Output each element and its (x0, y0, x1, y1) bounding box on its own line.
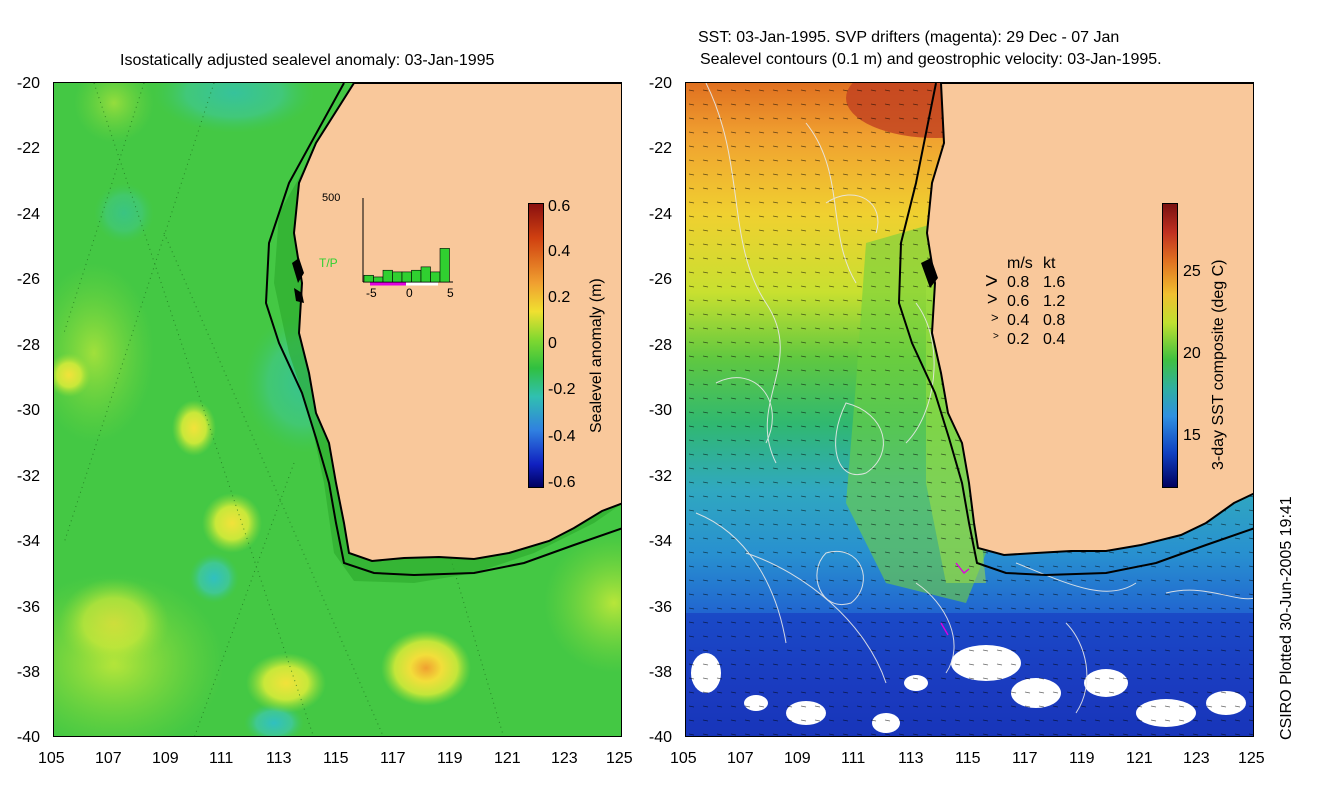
right-ytick: -28 (648, 337, 672, 354)
left-ytick: -36 (16, 599, 40, 616)
left-xtick: 105 (38, 750, 65, 767)
left-ytick: -28 (16, 337, 40, 354)
legend-kt-3: 0.8 (1043, 312, 1066, 329)
legend-arrow-3: > (991, 310, 999, 325)
credit-label: CSIRO Plotted 30-Jun-2005 19:41 (1278, 496, 1295, 740)
left-xtick: 117 (380, 750, 406, 767)
sst-map (685, 82, 1254, 737)
legend-ms-3: 0.4 (1007, 312, 1030, 329)
right-xtick: 107 (727, 750, 754, 767)
left-xtick: 113 (266, 750, 292, 767)
right-ytick: -38 (648, 664, 672, 681)
sealevel-colorbar-tick-5: -0.2 (548, 381, 576, 398)
inset-histogram-bar (430, 271, 441, 283)
left-ytick: -24 (16, 206, 40, 223)
inset-histogram-bar (363, 274, 374, 283)
right-ytick: -26 (648, 271, 672, 288)
right-panel-title-line2: Sealevel contours (0.1 m) and geostrophi… (700, 51, 1162, 68)
legend-arrow-1: > (985, 268, 998, 293)
legend-header-kt: kt (1043, 255, 1056, 272)
right-xtick: 109 (784, 750, 811, 767)
left-xtick: 109 (152, 750, 179, 767)
right-xtick: 111 (841, 750, 866, 767)
sealevel-colorbar-tick-2: 0.4 (548, 243, 571, 260)
left-ytick: -22 (16, 140, 40, 157)
legend-arrow-2: > (987, 289, 998, 309)
left-ytick: -26 (16, 271, 40, 288)
left-ytick: -30 (16, 402, 40, 419)
left-ytick: -40 (16, 729, 40, 746)
inset-xtick-right: 5 (447, 286, 454, 300)
legend-ms-2: 0.6 (1007, 293, 1030, 310)
sealevel-colorbar-tick-6: -0.4 (548, 428, 576, 445)
sealevel-colorbar-tick-4: 0 (548, 335, 557, 352)
inset-histogram-bar (411, 269, 422, 283)
right-xtick: 115 (955, 750, 981, 767)
left-ytick: -34 (16, 533, 40, 550)
right-ytick: -30 (648, 402, 672, 419)
velocity-legend: m/s kt > 0.8 1.6 > 0.6 1.2 > 0.4 0.8 > 0… (985, 255, 1085, 355)
sealevel-colorbar-tick-3: 0.2 (548, 289, 571, 306)
left-xtick: 107 (95, 750, 122, 767)
left-panel-title: Isostatically adjusted sealevel anomaly:… (120, 52, 495, 69)
inset-ymax-label: 500 (322, 192, 341, 204)
right-ytick: -24 (648, 206, 672, 223)
sealevel-colorbar (528, 203, 544, 488)
sst-colorbar (1162, 203, 1178, 488)
left-ytick: -32 (16, 468, 40, 485)
inset-tp-label: T/P (319, 256, 338, 270)
sst-colorbar-tick-25: 25 (1183, 263, 1201, 280)
right-ytick: -32 (648, 468, 672, 485)
inset-histogram-bar (373, 276, 384, 283)
sealevel-colorbar-tick-1: 0.6 (548, 198, 571, 215)
sealevel-colorbar-tick-7: -0.6 (548, 474, 576, 491)
inset-histogram-bar (420, 266, 431, 283)
sealevel-colorbar-label: Sealevel anomaly (m) (588, 278, 605, 433)
inset-xtick-mid: 0 (406, 286, 413, 300)
right-ytick: -40 (648, 729, 672, 746)
tp-inset-histogram: 500 T/P -5 0 5 (318, 190, 458, 310)
legend-kt-1: 1.6 (1043, 274, 1066, 291)
left-xtick: 123 (551, 750, 578, 767)
left-xtick: 111 (209, 750, 234, 767)
right-xtick: 105 (670, 750, 697, 767)
right-xtick: 121 (1126, 750, 1153, 767)
right-ytick: -34 (648, 533, 672, 550)
left-ytick: -38 (16, 664, 40, 681)
legend-kt-4: 0.4 (1043, 331, 1066, 348)
sst-colorbar-label: 3-day SST composite (deg C) (1210, 259, 1227, 470)
right-xtick: 119 (1069, 750, 1095, 767)
legend-arrow-4: > (993, 331, 999, 342)
right-xtick: 125 (1238, 750, 1265, 767)
legend-ms-4: 0.2 (1007, 331, 1030, 348)
inset-histogram-bar (439, 248, 450, 283)
legend-ms-1: 0.8 (1007, 274, 1030, 291)
inset-histogram-bar (382, 269, 393, 283)
left-xtick: 125 (606, 750, 633, 767)
right-xtick: 113 (898, 750, 924, 767)
sst-colorbar-tick-15: 15 (1183, 427, 1201, 444)
legend-header-ms: m/s (1007, 255, 1033, 272)
left-xtick: 119 (437, 750, 463, 767)
right-ytick: -22 (648, 140, 672, 157)
right-panel-title-line1: SST: 03-Jan-1995. SVP drifters (magenta)… (698, 29, 1120, 46)
right-xtick: 123 (1183, 750, 1210, 767)
left-xtick: 115 (323, 750, 349, 767)
tp-histogram-graphic (362, 198, 453, 286)
sst-map-graphic (686, 83, 1253, 736)
right-ytick: -20 (648, 75, 672, 92)
right-ytick: -36 (648, 599, 672, 616)
left-ytick: -20 (16, 75, 40, 92)
legend-kt-2: 1.2 (1043, 293, 1066, 310)
right-xtick: 117 (1012, 750, 1038, 767)
inset-xtick-left: -5 (366, 286, 377, 300)
sst-colorbar-tick-20: 20 (1183, 345, 1201, 362)
left-xtick: 121 (494, 750, 521, 767)
inset-histogram-bar (392, 271, 403, 283)
inset-histogram-bar (401, 271, 412, 283)
